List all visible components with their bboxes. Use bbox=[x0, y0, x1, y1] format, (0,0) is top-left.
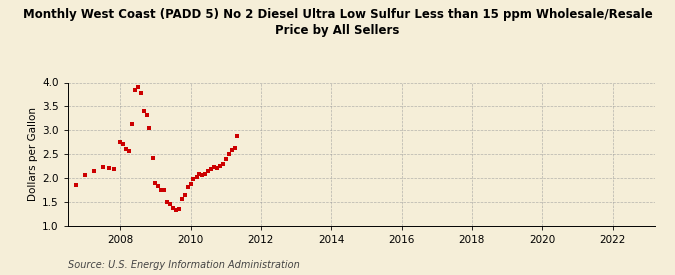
Point bbox=[130, 87, 140, 92]
Point bbox=[144, 126, 155, 130]
Text: Source: U.S. Energy Information Administration: Source: U.S. Energy Information Administ… bbox=[68, 260, 299, 270]
Point bbox=[115, 140, 126, 144]
Point bbox=[197, 173, 208, 178]
Point bbox=[167, 206, 178, 210]
Point bbox=[80, 173, 90, 178]
Point bbox=[211, 166, 222, 170]
Point bbox=[191, 175, 202, 179]
Point bbox=[179, 192, 190, 197]
Point bbox=[124, 148, 134, 153]
Y-axis label: Dollars per Gallon: Dollars per Gallon bbox=[28, 107, 38, 201]
Point bbox=[176, 197, 187, 202]
Point bbox=[215, 164, 225, 168]
Point bbox=[170, 208, 181, 213]
Point bbox=[147, 156, 158, 160]
Point bbox=[182, 185, 193, 189]
Point bbox=[188, 177, 199, 181]
Point bbox=[232, 134, 243, 139]
Point bbox=[156, 188, 167, 192]
Point bbox=[141, 113, 152, 117]
Point bbox=[202, 169, 213, 173]
Point bbox=[159, 188, 169, 192]
Point bbox=[135, 91, 146, 95]
Point bbox=[185, 181, 196, 186]
Point bbox=[229, 146, 240, 150]
Point bbox=[103, 166, 114, 170]
Point bbox=[194, 172, 205, 176]
Point bbox=[220, 156, 231, 161]
Text: Monthly West Coast (PADD 5) No 2 Diesel Ultra Low Sulfur Less than 15 ppm Wholes: Monthly West Coast (PADD 5) No 2 Diesel … bbox=[23, 8, 652, 37]
Point bbox=[165, 202, 176, 206]
Point bbox=[71, 183, 82, 187]
Point bbox=[132, 85, 143, 89]
Point bbox=[97, 165, 108, 170]
Point bbox=[173, 207, 184, 211]
Point bbox=[161, 199, 172, 204]
Point bbox=[150, 180, 161, 185]
Point bbox=[209, 165, 219, 170]
Point bbox=[217, 161, 228, 166]
Point bbox=[121, 147, 132, 152]
Point bbox=[226, 148, 237, 152]
Point bbox=[126, 122, 137, 126]
Point bbox=[153, 184, 163, 189]
Point bbox=[200, 172, 211, 177]
Point bbox=[206, 167, 217, 171]
Point bbox=[223, 152, 234, 156]
Point bbox=[88, 169, 99, 173]
Point bbox=[117, 142, 128, 147]
Point bbox=[109, 167, 119, 171]
Point bbox=[138, 109, 149, 113]
